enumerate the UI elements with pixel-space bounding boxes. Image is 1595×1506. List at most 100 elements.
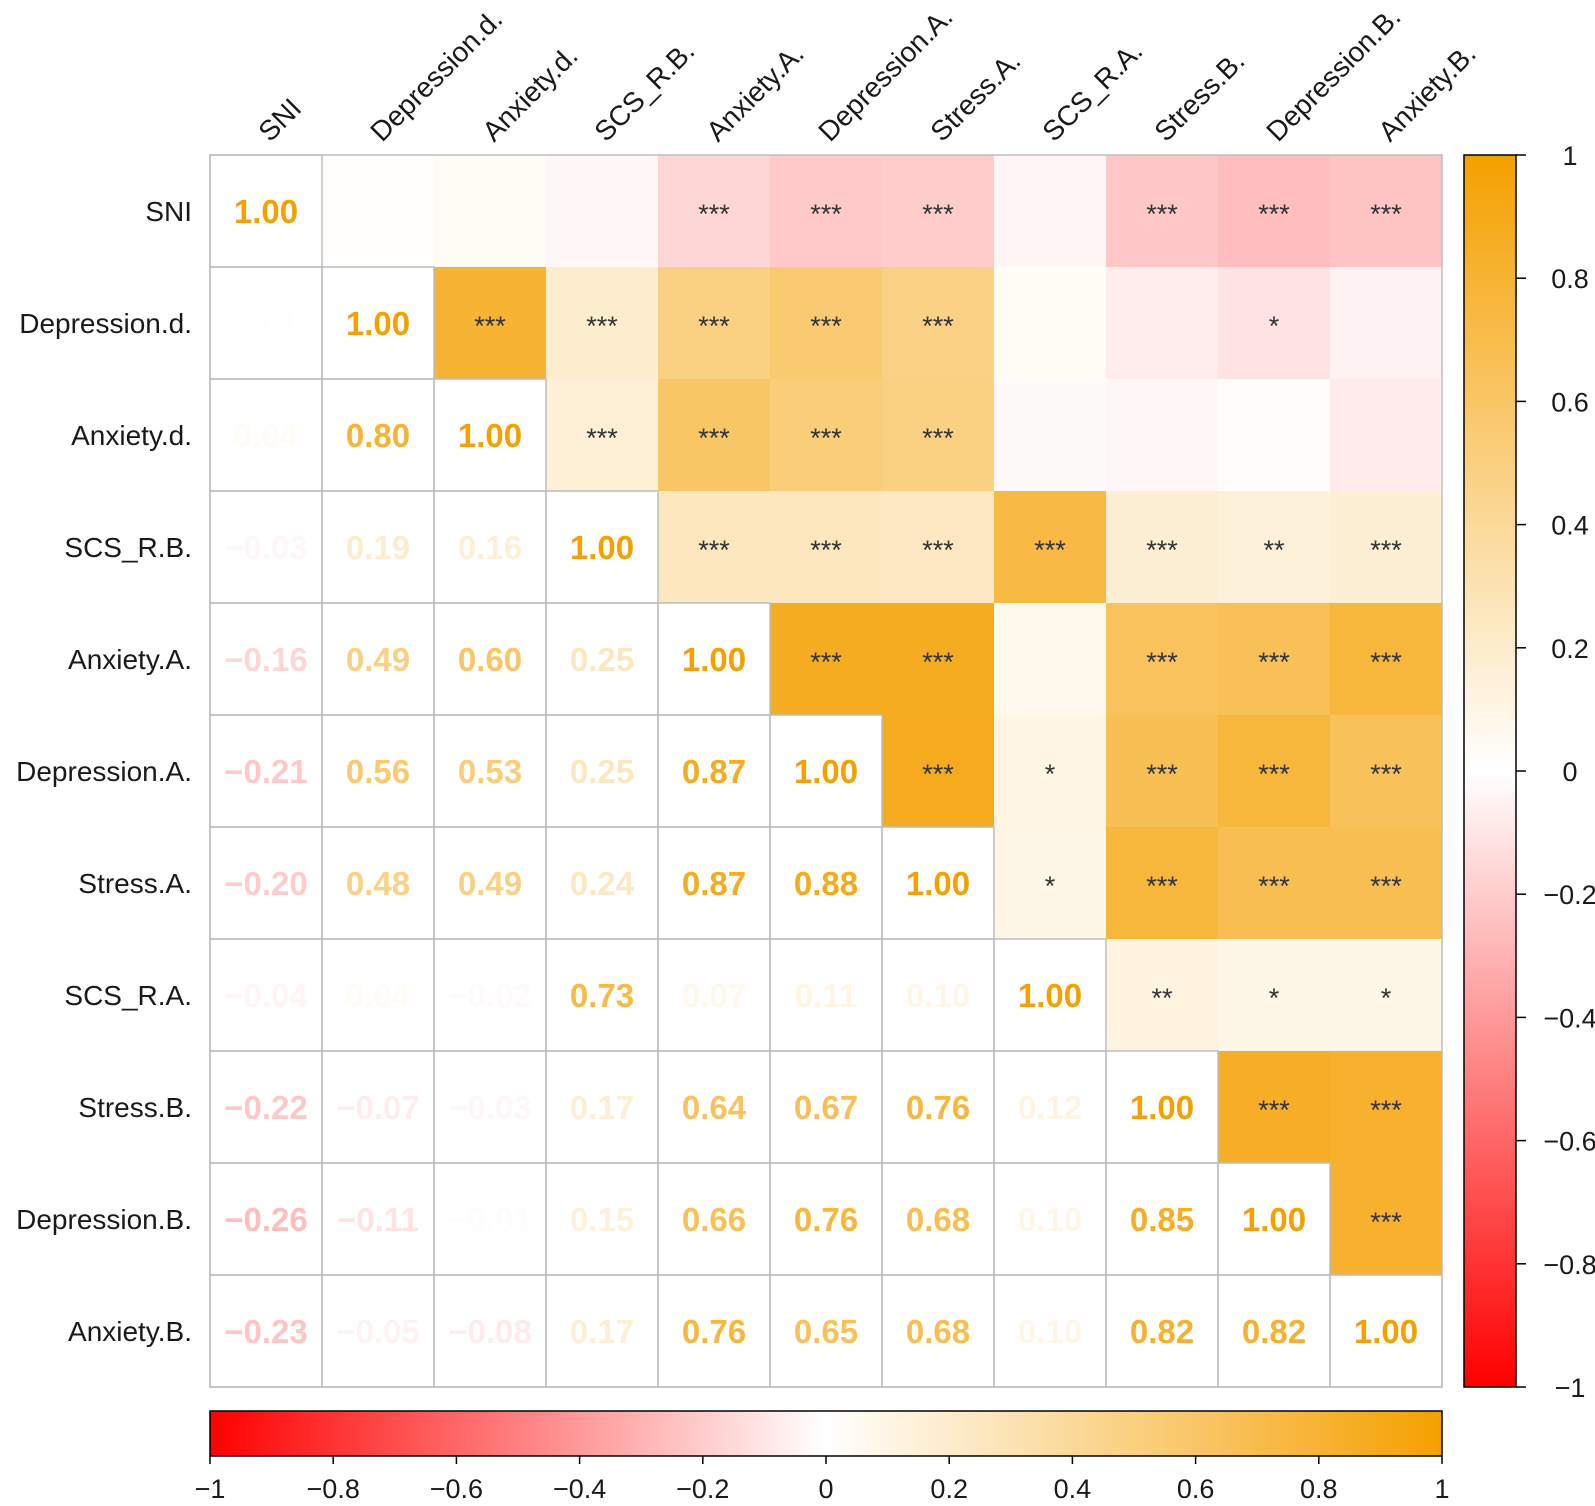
significance-6-10: *** <box>1370 871 1402 901</box>
heatmap-cell-3-10 <box>1330 491 1442 603</box>
heatmap-cell-2-2 <box>434 379 546 491</box>
value-label-7-0: −0.04 <box>224 977 308 1014</box>
heatmap-cell-8-7 <box>994 1051 1106 1163</box>
heatmap-cell-4-4 <box>658 603 770 715</box>
value-label-10-4: 0.76 <box>682 1313 746 1350</box>
value-label-8-5: 0.67 <box>794 1089 858 1126</box>
significance-1-2: *** <box>474 311 506 341</box>
significance-8-9: *** <box>1258 1095 1290 1125</box>
value-label-10-6: 0.68 <box>906 1313 970 1350</box>
heatmap-cell-9-3 <box>546 1163 658 1275</box>
value-label-8-6: 0.76 <box>906 1089 970 1126</box>
heatmap-cell-4-3 <box>546 603 658 715</box>
significance-3-4: *** <box>698 535 730 565</box>
significance-7-9: * <box>1269 983 1280 1013</box>
heatmap-cell-8-8 <box>1106 1051 1218 1163</box>
value-label-3-0: −0.03 <box>224 529 308 566</box>
heatmap-cell-3-8 <box>1106 491 1218 603</box>
heatmap-cell-9-1 <box>322 1163 434 1275</box>
value-label-10-5: 0.65 <box>794 1313 858 1350</box>
significance-0-5: *** <box>810 199 842 229</box>
heatmap-cell-2-5 <box>770 379 882 491</box>
heatmap-cell-10-1 <box>322 1275 434 1387</box>
heatmap-cell-5-5 <box>770 715 882 827</box>
value-label-6-0: −0.20 <box>224 865 308 902</box>
value-label-8-8: 1.00 <box>1130 1089 1194 1126</box>
heatmap-cell-6-8 <box>1106 827 1218 939</box>
value-label-5-5: 1.00 <box>794 753 858 790</box>
heatmap-cell-1-2 <box>434 267 546 379</box>
value-label-8-1: −0.07 <box>336 1089 420 1126</box>
colorbar-bottom-tick-label: −0.6 <box>430 1474 483 1504</box>
heatmap-cell-10-10 <box>1330 1275 1442 1387</box>
heatmap-cell-3-2 <box>434 491 546 603</box>
significance-6-9: *** <box>1258 871 1290 901</box>
value-label-10-7: 0.10 <box>1018 1313 1082 1350</box>
value-label-9-1: −0.11 <box>337 1201 419 1238</box>
significance-4-5: *** <box>810 647 842 677</box>
heatmap-cell-10-2 <box>434 1275 546 1387</box>
heatmap-cell-6-10 <box>1330 827 1442 939</box>
colorbar-right-tick-label: −0.6 <box>1543 1127 1595 1157</box>
heatmap-cell-7-1 <box>322 939 434 1051</box>
col-label-anxiety-a: Anxiety.A. <box>700 38 810 148</box>
colorbar-right-tick-label: 0.6 <box>1551 387 1589 417</box>
heatmap-cell-7-7 <box>994 939 1106 1051</box>
col-label-scs-r-b: SCS_R.B. <box>588 35 700 147</box>
col-label-anxiety-d: Anxiety.d. <box>476 40 583 147</box>
value-label-7-2: −0.02 <box>448 977 532 1014</box>
significance-2-6: *** <box>922 423 954 453</box>
value-label-5-0: −0.21 <box>224 753 308 790</box>
value-label-9-7: 0.10 <box>1018 1201 1082 1238</box>
col-label-anxiety-b: Anxiety.B. <box>1372 38 1482 148</box>
heatmap-cell-8-2 <box>434 1051 546 1163</box>
heatmap-text: 1.00 *** *** *** *** *** ***0.01 1.00 *** *** *** *… <box>224 193 1418 1350</box>
heatmap-cell-4-9 <box>1218 603 1330 715</box>
heatmap-cell-8-9 <box>1218 1051 1330 1163</box>
colorbar-right-tick-label: −0.8 <box>1543 1250 1595 1280</box>
heatmap-cell-9-6 <box>882 1163 994 1275</box>
heatmap-cell-10-9 <box>1218 1275 1330 1387</box>
value-label-9-5: 0.76 <box>794 1201 858 1238</box>
value-label-0-0: 1.00 <box>234 193 298 230</box>
heatmap-cell-1-0 <box>210 267 322 379</box>
heatmap-cell-1-4 <box>658 267 770 379</box>
heatmap-cell-10-4 <box>658 1275 770 1387</box>
significance-4-6: *** <box>922 647 954 677</box>
heatmap-cell-4-0 <box>210 603 322 715</box>
heatmap-cell-6-3 <box>546 827 658 939</box>
heatmap-cell-2-10 <box>1330 379 1442 491</box>
col-label-sni: SNI <box>252 92 307 147</box>
row-label-stress-a: Stress.A. <box>78 868 192 899</box>
heatmap-cell-5-1 <box>322 715 434 827</box>
value-label-5-2: 0.53 <box>458 753 522 790</box>
heatmap-cell-8-5 <box>770 1051 882 1163</box>
significance-8-10: *** <box>1370 1095 1402 1125</box>
heatmap-cell-10-6 <box>882 1275 994 1387</box>
value-label-5-3: 0.25 <box>570 753 634 790</box>
heatmap-cell-9-2 <box>434 1163 546 1275</box>
heatmap-cell-2-9 <box>1218 379 1330 491</box>
significance-3-8: *** <box>1146 535 1178 565</box>
heatmap-cell-10-7 <box>994 1275 1106 1387</box>
colorbar-right-tick-label: 1 <box>1562 141 1577 171</box>
significance-1-4: *** <box>698 311 730 341</box>
significance-4-8: *** <box>1146 647 1178 677</box>
value-label-10-10: 1.00 <box>1354 1313 1418 1350</box>
value-label-9-4: 0.66 <box>682 1201 746 1238</box>
heatmap-cell-5-8 <box>1106 715 1218 827</box>
value-label-7-4: 0.07 <box>682 977 746 1014</box>
heatmap-gridlines <box>209 154 1443 1388</box>
heatmap-cell-4-1 <box>322 603 434 715</box>
heatmap-cell-4-5 <box>770 603 882 715</box>
heatmap-cell-9-4 <box>658 1163 770 1275</box>
row-label-anxiety-d: Anxiety.d. <box>71 420 192 451</box>
heatmap-cell-3-0 <box>210 491 322 603</box>
colorbar-bottom: −1 −0.8 −0.6 −0.4 −0.2 0 0.2 0.4 0.6 0.8 1 <box>195 1410 1450 1504</box>
row-label-stress-b: Stress.B. <box>78 1092 192 1123</box>
heatmap-cell-8-1 <box>322 1051 434 1163</box>
colorbar-right-tick-label: −1 <box>1555 1373 1586 1403</box>
colorbar-right-tick-label: 0.2 <box>1551 634 1589 664</box>
significance-1-3: *** <box>586 311 618 341</box>
